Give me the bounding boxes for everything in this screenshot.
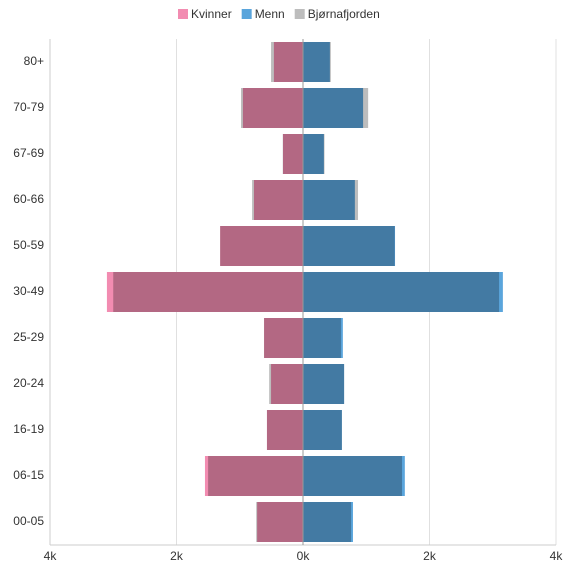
x-tick-label: 4k <box>44 549 58 561</box>
bar <box>257 502 303 542</box>
bar <box>303 318 343 358</box>
legend-label: Bjørnafjorden <box>308 7 380 21</box>
bar <box>266 410 303 450</box>
bar <box>271 364 303 404</box>
bar <box>220 226 303 266</box>
y-tick-label: 16-19 <box>13 422 44 436</box>
y-tick-label: 06-15 <box>13 468 44 482</box>
bar <box>303 180 355 220</box>
y-tick-label: 20-24 <box>13 376 44 390</box>
bar <box>303 42 330 82</box>
bar <box>264 318 303 358</box>
bar <box>303 410 342 450</box>
y-tick-label: 50-59 <box>13 238 44 252</box>
bar <box>273 42 303 82</box>
y-tick-label: 70-79 <box>13 100 44 114</box>
x-tick-label: 2k <box>423 549 437 561</box>
x-tick-label: 4k <box>550 549 564 561</box>
legend-label: Kvinner <box>191 7 232 21</box>
bar <box>303 456 405 496</box>
y-tick-label: 80+ <box>24 54 44 68</box>
y-tick-label: 25-29 <box>13 330 44 344</box>
bar <box>253 180 303 220</box>
bar <box>242 88 303 128</box>
bar <box>303 226 396 266</box>
legend-swatch <box>241 9 252 19</box>
x-tick-label: 0k <box>297 549 311 561</box>
y-tick-label: 60-66 <box>13 192 44 206</box>
bar <box>303 272 503 312</box>
y-tick-label: 00-05 <box>13 514 44 528</box>
legend-swatch <box>294 9 305 19</box>
legend-swatch <box>178 9 188 19</box>
y-tick-label: 30-49 <box>13 284 44 298</box>
bar <box>303 88 364 128</box>
bar <box>204 456 303 496</box>
bar <box>303 502 353 542</box>
bar <box>303 364 345 404</box>
bar <box>283 134 303 174</box>
legend-label: Menn <box>255 7 285 21</box>
bar <box>106 272 303 312</box>
bar <box>303 134 324 174</box>
y-tick-label: 67-69 <box>13 146 44 160</box>
x-tick-label: 2k <box>170 549 184 561</box>
